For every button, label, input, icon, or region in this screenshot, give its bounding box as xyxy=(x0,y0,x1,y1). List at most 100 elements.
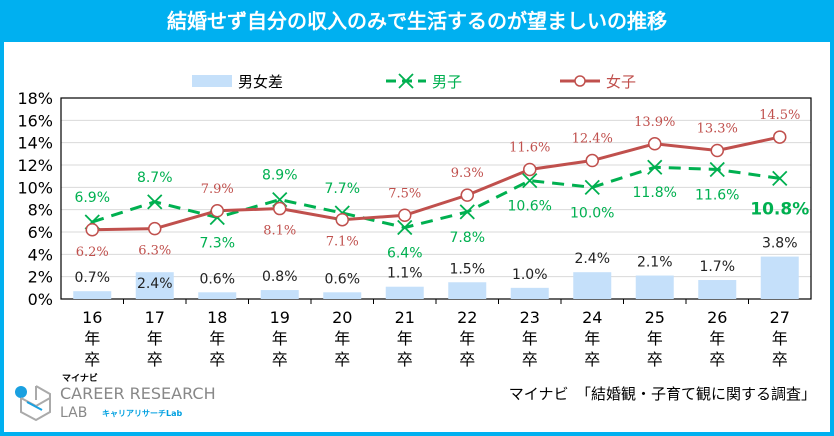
legend-swatch-gap xyxy=(192,75,232,87)
bar-data-label: 0.7% xyxy=(74,270,110,286)
y-tick-label: 16% xyxy=(17,111,53,130)
x-tick-label: 卒 xyxy=(397,350,413,369)
bar-gap xyxy=(386,287,424,299)
male-data-label: 7.3% xyxy=(199,235,235,251)
marker-female xyxy=(524,163,536,175)
male-data-label: 8.9% xyxy=(262,168,298,184)
male-data-label: 10.6% xyxy=(508,199,552,215)
bar-gap xyxy=(511,288,549,299)
bar-data-label: 0.8% xyxy=(262,269,298,285)
legend-marker-female xyxy=(575,76,585,86)
male-data-label: 11.6% xyxy=(695,187,739,203)
legend-label-male: 男子 xyxy=(432,73,462,91)
line-female xyxy=(92,137,780,230)
x-tick-label: 卒 xyxy=(772,350,788,369)
female-data-label: 7.9% xyxy=(201,182,234,197)
x-tick-label: 年 xyxy=(147,329,163,348)
x-tick-label: 年 xyxy=(647,329,663,348)
female-data-label: 14.5% xyxy=(759,108,800,123)
marker-female xyxy=(649,138,661,150)
x-tick-label: 19 xyxy=(270,308,290,327)
x-tick-label: 年 xyxy=(709,329,725,348)
male-data-label: 7.7% xyxy=(324,181,360,197)
x-tick-label: 卒 xyxy=(84,350,100,369)
bar-gap xyxy=(761,257,799,299)
female-data-label: 6.3% xyxy=(138,244,171,259)
x-tick-label: 年 xyxy=(584,329,600,348)
logo-top-text: マイナビ xyxy=(62,374,98,384)
x-tick-label: 20 xyxy=(332,308,352,327)
bar-data-label: 0.6% xyxy=(199,271,235,287)
bar-data-label: 2.4% xyxy=(137,276,173,292)
y-tick-label: 6% xyxy=(28,223,53,242)
female-data-label: 13.3% xyxy=(697,121,738,136)
y-tick-label: 12% xyxy=(17,156,53,175)
x-tick-label: 17 xyxy=(145,308,165,327)
x-tick-label: 年 xyxy=(209,329,225,348)
bar-gap xyxy=(198,292,236,299)
bar-gap xyxy=(636,276,674,299)
marker-female xyxy=(336,214,348,226)
marker-female xyxy=(86,224,98,236)
bar-data-label: 2.4% xyxy=(574,251,610,267)
y-tick-label: 18% xyxy=(17,89,53,108)
male-data-label: 6.4% xyxy=(387,246,423,262)
female-data-label: 6.2% xyxy=(76,245,109,260)
x-tick-label: 16 xyxy=(82,308,102,327)
x-tick-label: 年 xyxy=(272,329,288,348)
source-note: マイナビ 「結婚観・子育て観に関する調査」 xyxy=(509,385,816,403)
female-data-label: 7.5% xyxy=(388,186,421,201)
x-tick-label: 24 xyxy=(582,308,602,327)
bar-data-label: 1.0% xyxy=(512,267,548,283)
x-tick-label: 卒 xyxy=(522,350,538,369)
x-tick-label: 卒 xyxy=(647,350,663,369)
marker-female xyxy=(586,155,598,167)
marker-female xyxy=(274,203,286,215)
y-tick-label: 14% xyxy=(17,134,53,153)
female-data-label: 11.6% xyxy=(509,140,550,155)
female-data-label: 13.9% xyxy=(634,115,675,130)
female-data-label: 9.3% xyxy=(451,166,484,181)
x-tick-label: 25 xyxy=(645,308,665,327)
female-data-label: 12.4% xyxy=(572,132,613,147)
bar-data-label: 1.5% xyxy=(449,261,485,277)
male-data-label: 10.8% xyxy=(750,199,809,219)
male-data-label: 11.8% xyxy=(633,185,677,201)
marker-female xyxy=(149,223,161,235)
x-tick-label: 卒 xyxy=(459,350,475,369)
logo-kana-text: キャリアリサーチLab xyxy=(102,409,182,419)
logo-cube-icon xyxy=(12,378,58,424)
x-tick-label: 年 xyxy=(772,329,788,348)
bar-gap xyxy=(73,291,111,299)
y-tick-label: 4% xyxy=(28,245,53,264)
male-data-label: 6.9% xyxy=(74,190,110,206)
x-tick-label: 年 xyxy=(522,329,538,348)
bar-data-label: 2.1% xyxy=(637,255,673,271)
x-tick-label: 21 xyxy=(395,308,415,327)
bar-data-label: 1.1% xyxy=(387,266,423,282)
y-tick-label: 8% xyxy=(28,201,53,220)
x-tick-label: 年 xyxy=(84,329,100,348)
x-tick-label: 卒 xyxy=(334,350,350,369)
bar-gap xyxy=(573,272,611,299)
bar-gap xyxy=(261,290,299,299)
x-tick-label: 22 xyxy=(457,308,477,327)
logo-main-text: CAREER RESEARCH xyxy=(60,385,216,403)
female-data-label: 7.1% xyxy=(326,235,359,250)
x-tick-label: 卒 xyxy=(709,350,725,369)
marker-female xyxy=(211,205,223,217)
bar-gap xyxy=(698,280,736,299)
logo-sub-text: LAB xyxy=(60,405,87,421)
legend-label-gap: 男女差 xyxy=(238,73,283,91)
female-data-label: 8.1% xyxy=(263,224,296,239)
x-tick-label: 年 xyxy=(334,329,350,348)
x-tick-label: 卒 xyxy=(584,350,600,369)
y-tick-label: 2% xyxy=(28,268,53,287)
marker-female xyxy=(461,189,473,201)
x-tick-label: 23 xyxy=(520,308,540,327)
y-tick-label: 0% xyxy=(28,290,53,309)
male-data-label: 7.8% xyxy=(449,230,485,246)
x-tick-label: 26 xyxy=(707,308,727,327)
male-data-label: 8.7% xyxy=(137,170,173,186)
